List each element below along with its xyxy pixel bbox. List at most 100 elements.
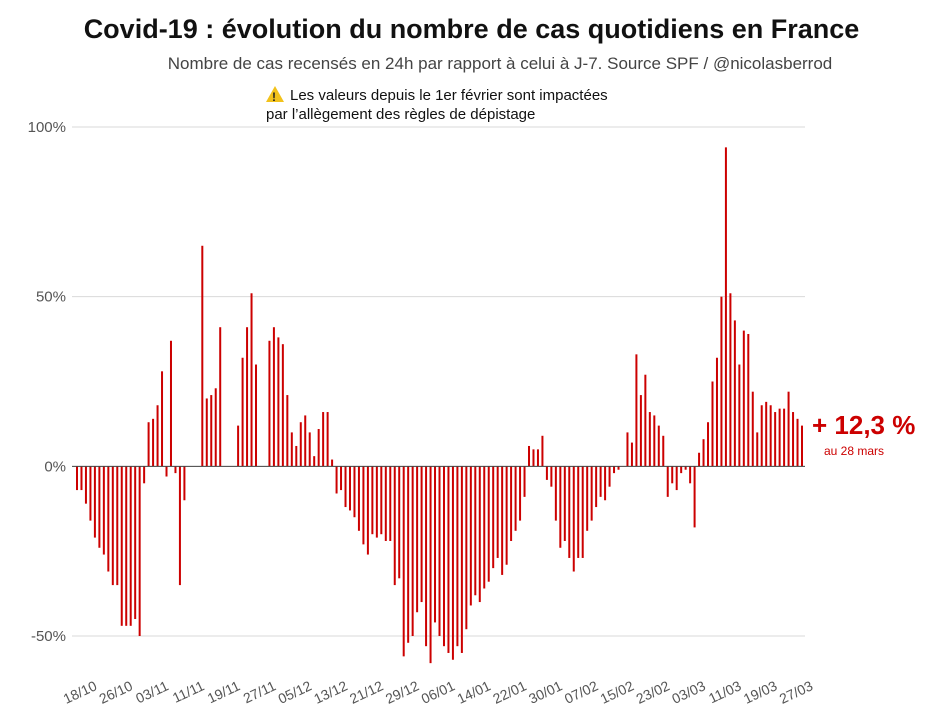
bar [348,466,351,511]
bar [116,466,119,586]
bar [581,466,584,558]
bar [125,466,128,626]
bar [657,425,660,467]
bar [407,466,410,643]
x-tick-label: 11/11 [170,677,207,706]
bar [398,466,401,579]
bar [590,466,593,521]
bar [617,466,620,470]
bar [733,320,736,467]
bar [608,466,611,487]
bar [205,398,208,467]
x-tick-label: 14/01 [454,677,493,706]
bar [286,395,289,467]
bar [174,466,177,474]
bar [357,466,360,531]
note-line-1: Les valeurs depuis le 1er février sont i… [266,86,608,107]
bar [411,466,414,636]
bar [134,466,137,620]
bar [487,466,490,582]
y-axis-labels: 100% 50% 0% -50% [28,119,66,645]
bar [384,466,387,541]
bar [765,401,768,467]
bar [662,435,665,467]
bar [281,344,284,467]
bar [680,466,683,474]
bar [420,466,423,603]
bar [255,364,258,467]
bar [760,405,763,467]
bar [698,452,701,467]
bar [429,466,432,664]
bar [613,466,616,474]
bar [295,445,298,467]
bar [456,466,459,647]
x-tick-label: 07/02 [562,677,601,706]
latest-value-callout: + 12,3 % [812,410,916,440]
bar [402,466,405,657]
bar [304,415,307,467]
bar [653,415,656,467]
bar [344,466,347,508]
x-tick-label: 05/12 [275,677,314,706]
bar [246,327,249,467]
bar [147,422,150,467]
bar [738,364,741,467]
bar [510,466,513,541]
bar [483,466,486,589]
bar [317,429,320,467]
bar [626,432,629,467]
bar [237,425,240,467]
bar [787,391,790,467]
bar [523,466,526,497]
bar [572,466,575,572]
bar [335,466,338,494]
chart-subtitle: Nombre de cas recensés en 24h par rappor… [167,54,833,73]
bar [747,333,750,467]
bar [715,357,718,467]
bar [729,293,732,467]
y-tick-label: 100% [28,119,66,136]
bar [290,432,293,467]
bar [536,449,539,467]
bar [796,418,799,467]
bar [178,466,181,586]
bar [447,466,450,653]
bar [514,466,517,531]
bar [362,466,365,545]
note-text-1: Les valeurs depuis le 1er février sont i… [290,87,608,104]
bar [98,466,101,548]
warning-icon [266,86,284,107]
bar [792,412,795,467]
bar [434,466,437,623]
bar [778,408,781,467]
x-tick-label: 23/02 [633,677,672,706]
bar [107,466,110,572]
bar [393,466,396,586]
bar [219,327,222,467]
bar [545,466,548,480]
bar [210,395,213,467]
y-tick-label: 0% [44,458,66,475]
bar [389,466,392,541]
bar [156,405,159,467]
note-line-2: par l’allègement des règles de dépistage [266,106,536,123]
bar [120,466,123,626]
bar [478,466,481,603]
bar [102,466,105,555]
bar [720,296,723,467]
bar [501,466,504,575]
bar [375,466,378,538]
bar [707,422,710,467]
bar [214,388,217,467]
bar [635,354,638,467]
bar [684,466,687,470]
bar [648,412,651,467]
x-tick-label: 11/03 [706,677,744,706]
bar [169,340,172,467]
bar [639,395,642,467]
bar [474,466,477,596]
bar [783,408,786,467]
bar [416,466,419,613]
